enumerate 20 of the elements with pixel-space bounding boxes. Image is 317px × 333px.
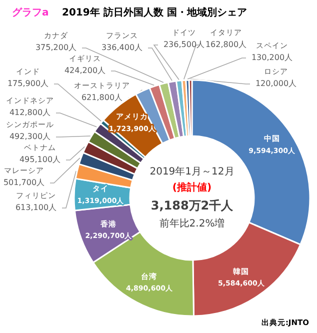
data-label: 130,200人 <box>251 53 293 62</box>
chart-title: 2019年 訪日外国人数 国・地域別シェア <box>62 6 247 19</box>
data-label: 412,800人 <box>9 108 51 118</box>
data-label: 501,700人 <box>3 178 45 188</box>
data-label: 120,000人 <box>255 79 297 88</box>
data-label: 162,800人 <box>205 40 247 50</box>
data-label: 424,200人 <box>64 66 106 76</box>
text: 2019年1月～12月 <box>150 166 234 178</box>
text: (推計値) <box>172 182 212 194</box>
data-label: 621,800人 <box>81 93 123 102</box>
data-label: 175,900人 <box>7 79 49 88</box>
chart-subtitle: グラフa <box>12 6 49 19</box>
text: 3,188万2千人 <box>150 198 234 212</box>
data-label: 613,100人 <box>15 203 57 212</box>
text: 前年比2.2%増 <box>159 218 225 230</box>
data-label: 495,100人 <box>19 155 61 164</box>
data-label: 236,500人 <box>163 40 205 50</box>
data-label: 492,300人 <box>9 132 51 142</box>
data-label: 336,400人 <box>101 43 143 52</box>
data-label: 375,200人 <box>35 43 77 52</box>
